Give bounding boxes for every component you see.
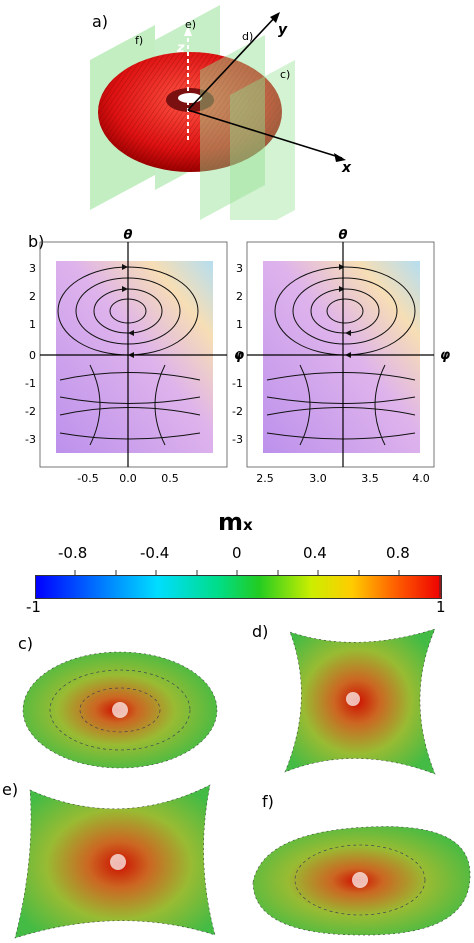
streamplot-left [39,241,228,468]
phi-label-left: φ [234,348,244,363]
svg-text:-1: -1 [25,377,36,390]
svg-text:-2: -2 [25,405,36,418]
axis-x-label: x [341,160,352,176]
svg-text:-1: -1 [232,377,243,390]
theta-label-right: θ [339,228,348,243]
panel-d-label: d) [252,622,269,641]
svg-text:1: 1 [29,318,36,331]
colorbar-title: mx [218,508,253,536]
colorbar-min: -1 [26,598,41,616]
svg-text:2: 2 [236,290,243,303]
panel-d-vortex [284,628,436,775]
svg-text:3: 3 [29,262,36,275]
panel-f-vortex [252,826,471,936]
panel-c-vortex [22,651,218,769]
plane-e-label: e) [185,18,196,31]
y-ticks-left: 3 2 1 0 -1 -2 -3 [25,262,36,446]
x-ticks-left: -0.5 0.0 0.5 [77,472,178,485]
y-axis [187,13,279,111]
plane-d [200,35,265,220]
plane-c [230,60,295,220]
theta-label-left: θ [124,228,133,243]
svg-text:2.5: 2.5 [256,472,274,485]
svg-text:1: 1 [236,318,243,331]
streamplot-right [246,241,435,468]
panel-a-label: a) [92,12,109,31]
axis-z-label: z [176,41,185,56]
svg-text:4.0: 4.0 [412,472,430,485]
svg-text:-3: -3 [232,433,243,446]
panel-e-vortex [14,784,216,939]
svg-text:3: 3 [236,262,243,275]
x-ticks-right: 2.5 3.0 3.5 4.0 [256,472,430,485]
svg-text:0.0: 0.0 [119,472,137,485]
plane-d-label: d) [242,30,253,43]
svg-text:3.0: 3.0 [309,472,327,485]
x-axis [187,109,343,159]
svg-text:0: 0 [29,349,36,362]
colorbar-top-ticks: -0.8 -0.4 0 0.4 0.8 [58,544,410,562]
colorbar-ticks [35,570,441,597]
svg-text:-0.5: -0.5 [77,472,98,485]
svg-text:3.5: 3.5 [361,472,379,485]
panel-c-label: c) [18,634,34,653]
svg-text:0: 0 [236,349,243,362]
axis-y-label: y [278,22,288,38]
panel-e-label: e) [2,780,19,799]
phi-label-right: φ [440,348,450,363]
streamplots: θ θ φ φ 3 2 1 0 -1 -2 -3 3 2 1 0 -1 -2 -… [25,228,450,485]
plane-c-label: c) [280,68,290,81]
colorbar-max: 1 [436,598,446,616]
svg-text:-3: -3 [25,433,36,446]
svg-text:0.5: 0.5 [161,472,179,485]
torus-figure: x y z f) e) d) c) [90,5,352,220]
panel-f-label: f) [262,792,274,811]
y-ticks-right: 3 2 1 0 -1 -2 -3 [232,262,243,446]
svg-text:-2: -2 [232,405,243,418]
svg-text:2: 2 [29,290,36,303]
plane-f-label: f) [135,34,143,47]
